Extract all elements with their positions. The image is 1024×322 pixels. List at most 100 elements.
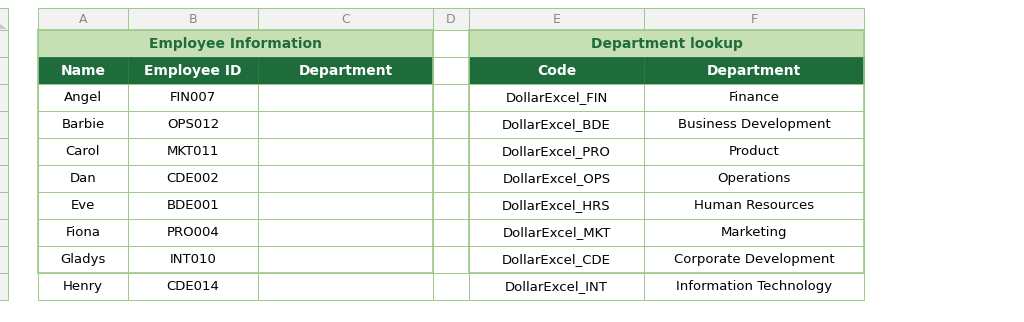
Bar bbox=[258, 273, 433, 300]
Bar bbox=[128, 246, 258, 273]
Bar bbox=[433, 192, 469, 219]
Bar bbox=[433, 219, 469, 246]
Text: Name: Name bbox=[60, 63, 105, 78]
Bar bbox=[644, 246, 864, 273]
Bar bbox=[469, 30, 864, 273]
Bar bbox=[128, 165, 258, 192]
Bar bbox=[128, 138, 258, 165]
Bar bbox=[644, 84, 864, 111]
Bar bbox=[0, 111, 8, 138]
Bar bbox=[644, 111, 864, 138]
Text: Code: Code bbox=[537, 63, 577, 78]
Bar bbox=[0, 192, 8, 219]
Text: Department lookup: Department lookup bbox=[591, 36, 742, 51]
Bar bbox=[433, 111, 469, 138]
Bar bbox=[644, 165, 864, 192]
Bar bbox=[433, 30, 469, 57]
Polygon shape bbox=[0, 9, 7, 29]
Bar bbox=[0, 8, 8, 30]
Bar bbox=[433, 8, 469, 30]
Bar bbox=[38, 165, 128, 192]
Bar bbox=[128, 219, 258, 246]
Bar bbox=[644, 219, 864, 246]
Bar bbox=[469, 30, 864, 57]
Bar bbox=[128, 84, 258, 111]
Text: FIN007: FIN007 bbox=[170, 91, 216, 104]
Bar bbox=[0, 84, 8, 111]
Bar bbox=[469, 84, 644, 111]
Bar bbox=[433, 138, 469, 165]
Text: DollarExcel_CDE: DollarExcel_CDE bbox=[502, 253, 611, 266]
Text: Angel: Angel bbox=[63, 91, 102, 104]
Text: Eve: Eve bbox=[71, 199, 95, 212]
Text: Dan: Dan bbox=[70, 172, 96, 185]
Bar bbox=[433, 57, 469, 84]
Bar bbox=[644, 192, 864, 219]
Text: Product: Product bbox=[729, 145, 779, 158]
Bar bbox=[644, 138, 864, 165]
Text: OPS012: OPS012 bbox=[167, 118, 219, 131]
Text: Gladys: Gladys bbox=[60, 253, 105, 266]
Bar bbox=[38, 192, 128, 219]
Bar bbox=[258, 165, 433, 192]
Text: F: F bbox=[751, 13, 758, 25]
Bar bbox=[258, 57, 433, 84]
Bar bbox=[433, 84, 469, 111]
Bar bbox=[38, 84, 128, 111]
Bar bbox=[258, 138, 433, 165]
Text: CDE014: CDE014 bbox=[167, 280, 219, 293]
Text: Henry: Henry bbox=[63, 280, 103, 293]
Bar bbox=[469, 8, 644, 30]
Text: D: D bbox=[446, 13, 456, 25]
Text: DollarExcel_FIN: DollarExcel_FIN bbox=[506, 91, 607, 104]
Text: Finance: Finance bbox=[728, 91, 779, 104]
Bar bbox=[433, 246, 469, 273]
Bar bbox=[38, 8, 128, 30]
Bar bbox=[0, 273, 8, 300]
Text: Barbie: Barbie bbox=[61, 118, 104, 131]
Text: Business Development: Business Development bbox=[678, 118, 830, 131]
Bar bbox=[128, 273, 258, 300]
Text: Fiona: Fiona bbox=[66, 226, 100, 239]
Bar bbox=[469, 246, 644, 273]
Bar bbox=[258, 192, 433, 219]
Text: Marketing: Marketing bbox=[721, 226, 787, 239]
Text: DollarExcel_BDE: DollarExcel_BDE bbox=[502, 118, 611, 131]
Bar bbox=[644, 57, 864, 84]
Bar bbox=[433, 165, 469, 192]
Bar bbox=[38, 30, 433, 57]
Text: E: E bbox=[553, 13, 560, 25]
Bar bbox=[469, 165, 644, 192]
Text: Information Technology: Information Technology bbox=[676, 280, 833, 293]
Text: A: A bbox=[79, 13, 87, 25]
Text: Department: Department bbox=[707, 63, 801, 78]
Text: DollarExcel_OPS: DollarExcel_OPS bbox=[503, 172, 610, 185]
Bar bbox=[469, 219, 644, 246]
Bar bbox=[128, 111, 258, 138]
Bar bbox=[469, 273, 644, 300]
Bar bbox=[0, 30, 8, 57]
Text: Operations: Operations bbox=[718, 172, 791, 185]
Text: Corporate Development: Corporate Development bbox=[674, 253, 835, 266]
Bar bbox=[258, 84, 433, 111]
Bar bbox=[0, 219, 8, 246]
Bar bbox=[128, 57, 258, 84]
Text: Employee ID: Employee ID bbox=[144, 63, 242, 78]
Text: DollarExcel_INT: DollarExcel_INT bbox=[505, 280, 608, 293]
Bar bbox=[433, 273, 469, 300]
Text: Department: Department bbox=[298, 63, 392, 78]
Text: Human Resources: Human Resources bbox=[694, 199, 814, 212]
Bar bbox=[38, 219, 128, 246]
Bar bbox=[0, 57, 8, 84]
Bar bbox=[258, 8, 433, 30]
Bar bbox=[469, 138, 644, 165]
Text: BDE001: BDE001 bbox=[167, 199, 219, 212]
Text: B: B bbox=[188, 13, 198, 25]
Bar bbox=[258, 246, 433, 273]
Text: MKT011: MKT011 bbox=[167, 145, 219, 158]
Bar bbox=[128, 8, 258, 30]
Text: INT010: INT010 bbox=[170, 253, 216, 266]
Bar bbox=[38, 111, 128, 138]
Text: PRO004: PRO004 bbox=[167, 226, 219, 239]
Bar bbox=[0, 138, 8, 165]
